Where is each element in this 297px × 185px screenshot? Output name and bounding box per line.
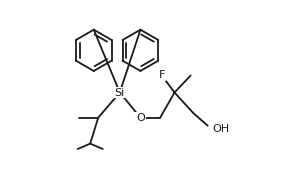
Text: F: F (159, 70, 165, 80)
Text: O: O (136, 113, 145, 123)
Text: OH: OH (212, 124, 229, 134)
Text: Si: Si (115, 88, 125, 97)
